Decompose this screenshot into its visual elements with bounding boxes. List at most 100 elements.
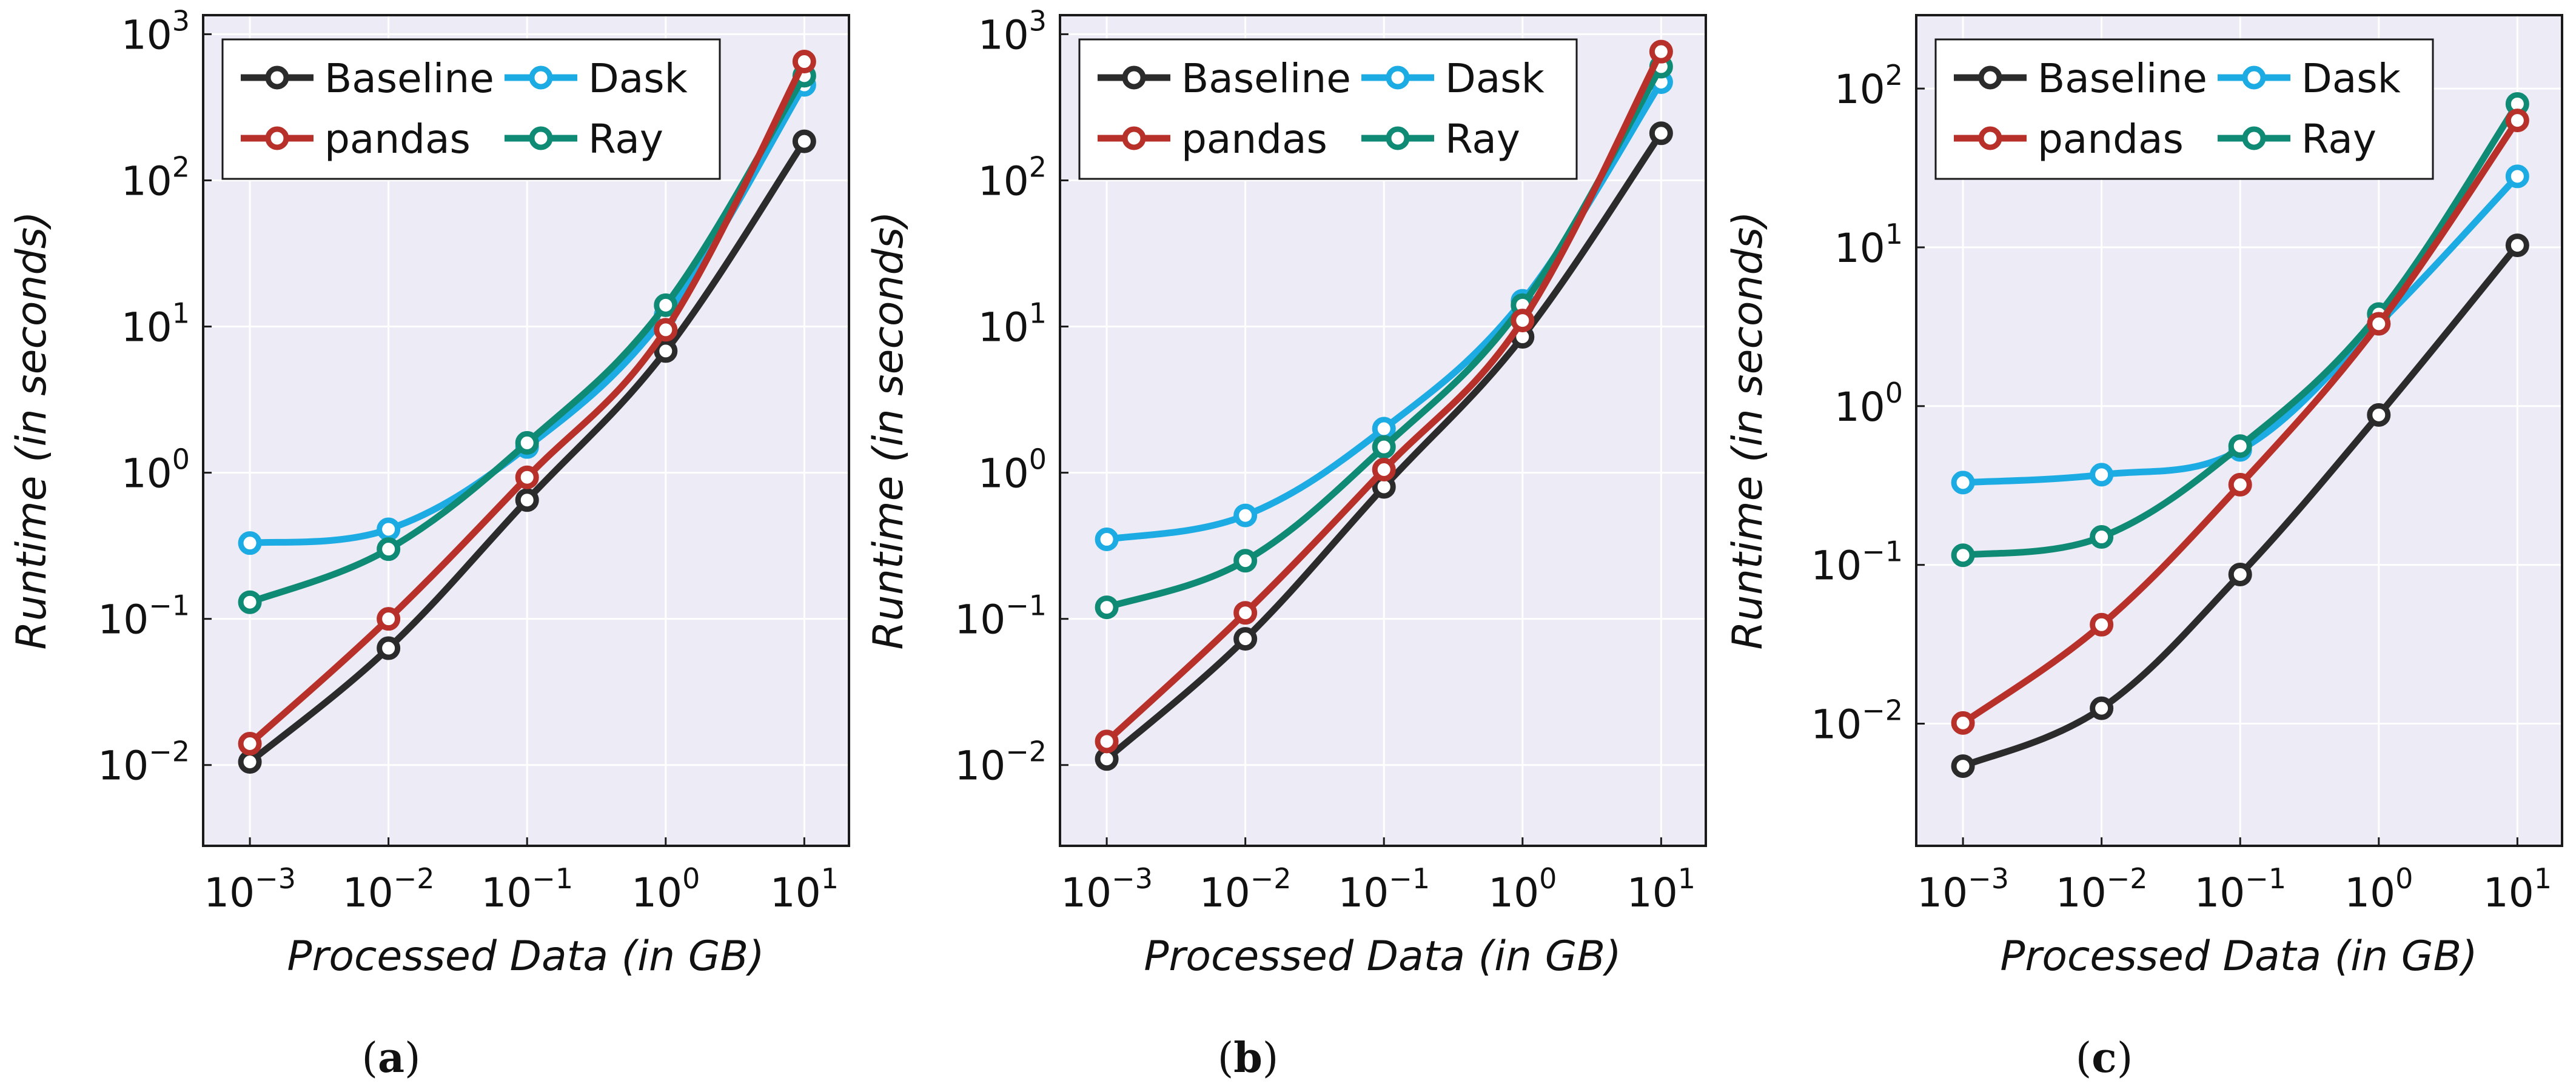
legend-label-pandas: pandas xyxy=(2038,116,2184,162)
legend-entry-baseline: Baseline xyxy=(241,55,494,102)
data-point-pandas xyxy=(792,50,816,74)
caption-c: (c) xyxy=(2076,1034,2133,1082)
data-point-ray xyxy=(1233,549,1258,573)
y-tick-label: 101 xyxy=(121,297,190,351)
series-lines xyxy=(238,50,816,774)
data-point-dask xyxy=(1951,471,1975,495)
legend-label-pandas: pandas xyxy=(1181,116,1327,162)
data-point-dask xyxy=(1233,503,1258,528)
data-point-ray xyxy=(1951,543,1975,568)
legend-marker-dask xyxy=(529,65,553,90)
data-point-baseline xyxy=(654,339,678,363)
data-point-pandas xyxy=(1649,39,1673,64)
x-tick-label: 10−1 xyxy=(1338,862,1430,916)
y-tick-label: 100 xyxy=(978,443,1047,497)
series-lines xyxy=(1095,39,1673,771)
y-tick-label: 10−1 xyxy=(98,589,190,643)
data-point-ray xyxy=(1095,595,1119,620)
x-tick-label: 101 xyxy=(770,862,839,916)
series-baseline xyxy=(1951,233,2529,779)
legend-entry-baseline: Baseline xyxy=(1098,55,1351,102)
data-point-baseline xyxy=(792,129,816,153)
data-point-pandas xyxy=(1372,457,1396,481)
legend-label-baseline: Baseline xyxy=(1181,55,1351,102)
legend-label-dask: Dask xyxy=(1445,55,1545,102)
caption-letter-a: a xyxy=(378,1034,404,1082)
series-pandas xyxy=(1951,109,2529,735)
data-point-baseline xyxy=(238,750,262,774)
x-axis-label: Processed Data (in GB) xyxy=(1144,933,1621,980)
data-point-ray xyxy=(515,430,539,455)
data-point-ray xyxy=(1372,435,1396,459)
data-point-baseline xyxy=(2228,562,2252,586)
data-point-dask xyxy=(1372,417,1396,441)
series-line-ray xyxy=(1959,101,2521,559)
data-point-pandas xyxy=(2367,312,2391,336)
caption-letter-b: b xyxy=(1233,1034,1263,1082)
data-point-pandas xyxy=(1233,601,1258,625)
data-point-pandas xyxy=(515,465,539,489)
series-line-pandas xyxy=(1103,48,1665,745)
legend-label-baseline: Baseline xyxy=(324,55,494,102)
x-tick-label: 100 xyxy=(1488,862,1557,916)
y-tick-label: 10−1 xyxy=(954,589,1047,643)
y-tick-label: 102 xyxy=(121,150,190,204)
data-point-pandas xyxy=(1095,729,1119,754)
panel-a: 10−3 10−2 10−1 100 101 10−210−1100101102103 … xyxy=(8,4,850,1082)
legend-label-dask: Dask xyxy=(588,55,688,102)
legend-label-ray: Ray xyxy=(1445,116,1520,162)
data-point-dask xyxy=(377,517,401,541)
plot-frame xyxy=(1059,14,1707,847)
legend-label-baseline: Baseline xyxy=(2038,55,2207,102)
legend-entry-ray: Ray xyxy=(1361,116,1520,162)
plot-frame xyxy=(1915,14,2563,847)
data-point-ray xyxy=(377,537,401,561)
x-tick-label: 101 xyxy=(1627,862,1696,916)
data-point-dask xyxy=(2090,463,2114,487)
x-tick-label: 10−3 xyxy=(1061,862,1153,916)
legend-entry-ray: Ray xyxy=(505,116,663,162)
series-line-pandas xyxy=(246,58,808,747)
data-point-baseline xyxy=(2505,233,2529,258)
legend-marker-dask xyxy=(1386,65,1410,90)
data-point-baseline xyxy=(2090,696,2114,720)
series-ray xyxy=(1951,92,2529,568)
panel-c: 10−3 10−2 10−1 100 101 10−2 10−1 100 101 102 Pro… xyxy=(1724,14,2563,1082)
series-ray xyxy=(238,64,816,614)
legend-entry-dask: Dask xyxy=(1361,55,1545,102)
y-tick-label: 100 xyxy=(1834,377,1903,430)
data-point-baseline xyxy=(377,636,401,660)
legend-marker-baseline xyxy=(1122,65,1146,90)
legend-entry-dask: Dask xyxy=(2218,55,2401,102)
y-tick-label: 101 xyxy=(1834,218,1903,272)
series-line-dask xyxy=(1959,173,2521,486)
x-tick-labels: 10−3 10−2 10−1 100 101 xyxy=(1917,837,2552,916)
data-point-ray xyxy=(238,590,262,614)
y-tick-labels: 10−2 10−1 100 101 102 103 xyxy=(98,4,212,789)
legend-marker-baseline xyxy=(265,65,289,90)
legend-box xyxy=(1078,38,1578,180)
data-point-dask xyxy=(2505,164,2529,189)
y-tick-label: 10−2 xyxy=(1811,694,1903,748)
y-tick-label: 102 xyxy=(978,150,1047,204)
data-point-ray xyxy=(654,293,678,317)
legend-marker-ray xyxy=(1386,126,1410,150)
legend-entry-baseline: Baseline xyxy=(1954,55,2207,102)
data-point-baseline xyxy=(1233,627,1258,651)
data-point-ray xyxy=(2228,434,2252,458)
legend-marker-pandas xyxy=(1978,126,2002,150)
legend-marker-ray xyxy=(2242,126,2266,150)
legend-entry-pandas: pandas xyxy=(1954,116,2184,162)
x-tick-label: 101 xyxy=(2483,862,2552,916)
x-axis-label: Processed Data (in GB) xyxy=(287,933,764,980)
data-point-pandas xyxy=(2228,472,2252,497)
legend-label-ray: Ray xyxy=(588,116,663,162)
legend-marker-baseline xyxy=(1978,65,2002,90)
data-point-pandas xyxy=(377,607,401,631)
y-tick-labels: 10−2 10−1 100 101 102 xyxy=(1811,59,1925,748)
data-point-baseline xyxy=(1951,754,1975,779)
y-tick-label: 103 xyxy=(978,4,1047,58)
data-point-baseline xyxy=(1649,121,1673,146)
data-point-pandas xyxy=(654,318,678,342)
